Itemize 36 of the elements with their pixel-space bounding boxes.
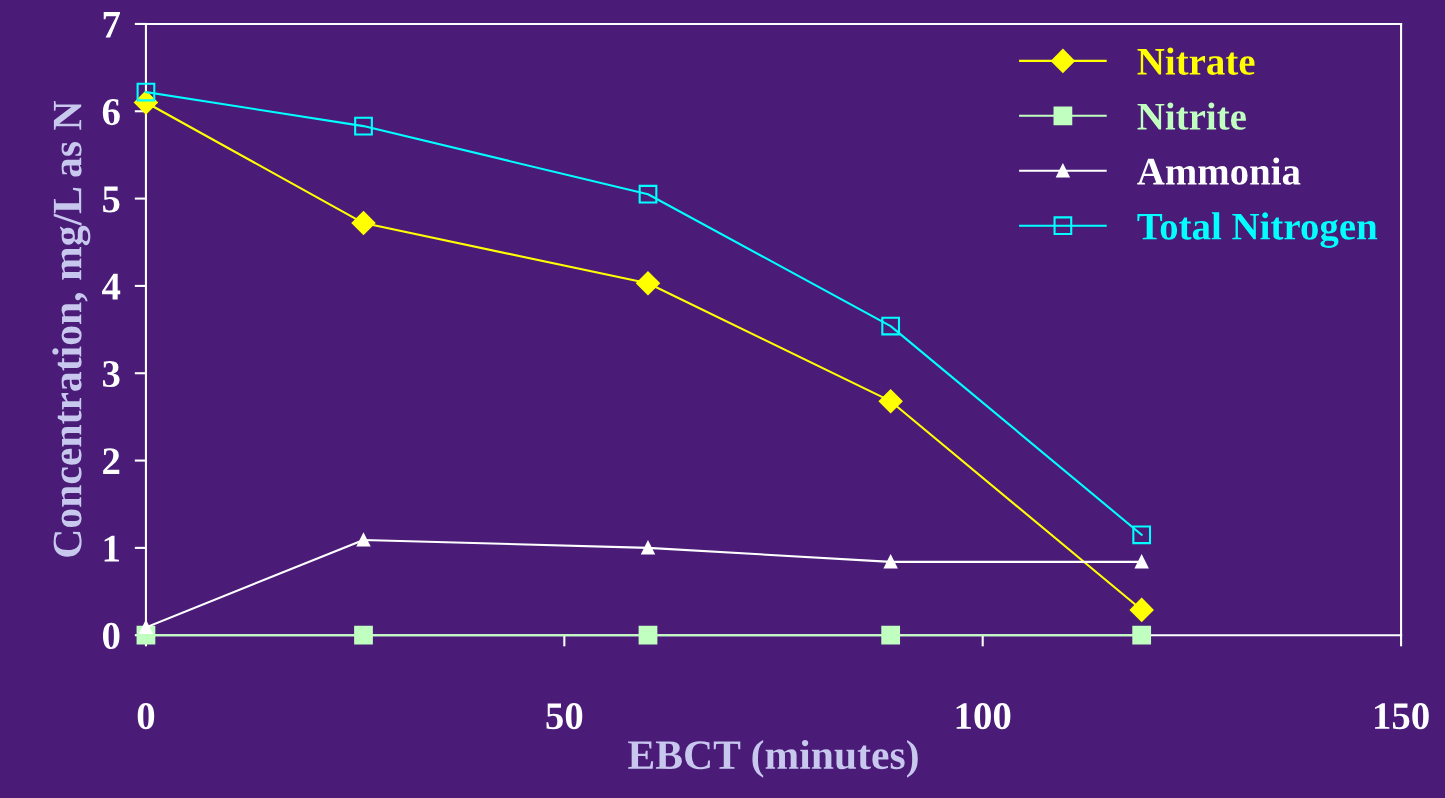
point (881, 625, 901, 645)
legend-label: Total Nitrogen (1137, 212, 1378, 248)
point (351, 211, 376, 235)
point (641, 541, 655, 555)
y-tick-label: 2 (103, 448, 120, 475)
x-axis-title: EBCT (minutes) (628, 739, 918, 778)
legend-label: Ammonia (1137, 157, 1301, 185)
point (1132, 525, 1152, 545)
legend-label: Nitrite (1137, 102, 1246, 130)
point (136, 82, 156, 102)
y-tick-label: 4 (102, 273, 121, 300)
point (356, 533, 371, 547)
point (638, 184, 658, 204)
y-axis-title: Concentration, mg/L as N (52, 100, 91, 557)
point (1129, 598, 1154, 622)
point (139, 620, 153, 634)
legend-label: Nitrate (1137, 47, 1255, 75)
y-tick-label: 3 (102, 360, 120, 388)
y-tick-label: 6 (102, 99, 120, 126)
point (881, 316, 901, 336)
x-tick-label: 0 (137, 703, 155, 730)
point (354, 116, 373, 136)
point (354, 625, 373, 645)
x-tick-label: 50 (546, 703, 583, 730)
y-tick-label: 1 (104, 535, 119, 562)
point (1132, 625, 1152, 645)
x-tick-label: 150 (1375, 703, 1429, 730)
point (884, 555, 898, 569)
point (636, 271, 660, 296)
point (1135, 555, 1149, 569)
point (878, 389, 903, 414)
y-tick-label: 5 (103, 186, 120, 213)
point (638, 625, 658, 645)
x-tick-label: 100 (956, 703, 1011, 730)
y-tick-label: 0 (102, 622, 120, 650)
y-tick-label: 7 (103, 11, 120, 38)
